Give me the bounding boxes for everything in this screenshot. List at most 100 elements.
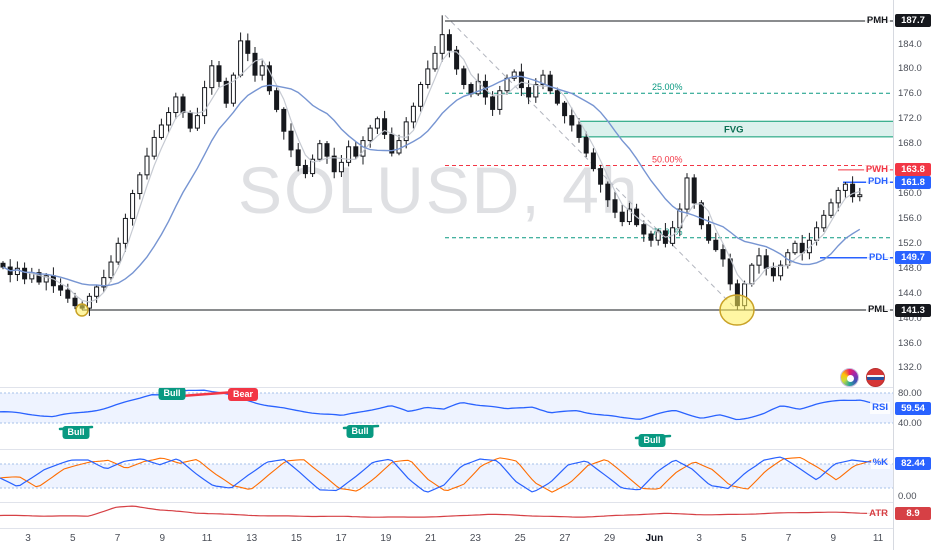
candle-body bbox=[850, 183, 856, 198]
candle-body bbox=[259, 65, 265, 76]
time-label: 17 bbox=[335, 533, 347, 544]
price-axis[interactable]: 184.0 180.0 176.0 172.0 168.0 160.0 156.0 152.0… bbox=[893, 0, 932, 550]
rsi-plot bbox=[0, 389, 893, 440]
time-label: 3 bbox=[25, 533, 31, 544]
candle-body bbox=[14, 267, 20, 276]
time-label: 5 bbox=[69, 533, 76, 544]
candle-body bbox=[432, 52, 438, 70]
candle-body bbox=[43, 275, 49, 283]
candle-body bbox=[648, 233, 654, 241]
candle-body bbox=[590, 152, 596, 170]
rsi-indicator-pane[interactable]: Bull Bull Bear Bull Bull RSI bbox=[0, 387, 893, 449]
bull-signal-label[interactable]: Bull bbox=[158, 387, 186, 400]
level-label-pwh[interactable]: PWH bbox=[863, 163, 890, 176]
candle-body bbox=[814, 227, 820, 241]
candle-body bbox=[310, 158, 316, 175]
atr-indicator-pane[interactable]: ATR bbox=[0, 502, 893, 528]
fvg-zone bbox=[580, 121, 893, 137]
price-badge-pdl: 149.7 bbox=[895, 251, 931, 265]
candle-body bbox=[698, 202, 704, 226]
candle-body bbox=[266, 65, 272, 92]
stochastic-indicator-pane[interactable]: %K bbox=[0, 449, 893, 502]
candle-body bbox=[338, 161, 344, 173]
candle-body bbox=[511, 71, 517, 79]
candle-body bbox=[410, 105, 416, 123]
candle-body bbox=[101, 277, 107, 288]
candle-body bbox=[346, 146, 352, 163]
candle-body bbox=[835, 189, 841, 204]
stoch-k-line bbox=[0, 456, 889, 493]
candle-body bbox=[490, 96, 496, 110]
time-label: 5 bbox=[741, 533, 747, 544]
price-tick: 144.0 bbox=[898, 287, 922, 299]
candle-body bbox=[108, 261, 114, 279]
stoch-band bbox=[0, 464, 893, 488]
candle-body bbox=[547, 74, 553, 92]
pane-divider bbox=[0, 387, 932, 388]
candle-body bbox=[554, 90, 560, 104]
candlestick-series bbox=[0, 15, 863, 316]
time-label: 13 bbox=[246, 533, 258, 544]
candle-body bbox=[130, 193, 136, 219]
time-label: 3 bbox=[696, 533, 702, 544]
rsi-name-label: RSI bbox=[870, 402, 890, 415]
level-label-pml[interactable]: PML bbox=[865, 304, 890, 317]
bear-signal-label[interactable]: Bear bbox=[227, 388, 259, 401]
price-tick: 156.0 bbox=[898, 212, 922, 224]
atr-plot bbox=[0, 505, 889, 518]
swirl-logo-icon bbox=[840, 368, 859, 387]
candle-body bbox=[540, 74, 546, 85]
price-chart-pane[interactable]: SOLUSD, 4h 25.00%50.00%75.00%FVG PMHPWHP… bbox=[0, 0, 893, 387]
stochastic-plot bbox=[0, 456, 893, 493]
price-tick: 168.0 bbox=[898, 138, 922, 150]
price-tick: 132.0 bbox=[898, 362, 922, 374]
candle-body bbox=[331, 155, 337, 173]
candle-body bbox=[252, 52, 258, 76]
price-tick: 172.0 bbox=[898, 113, 922, 125]
candle-body bbox=[36, 272, 42, 283]
candle-body bbox=[583, 136, 589, 154]
candle-body bbox=[173, 96, 179, 114]
pane-divider bbox=[0, 502, 932, 503]
time-label: Jun bbox=[645, 533, 664, 544]
candle-body bbox=[446, 34, 452, 51]
candle-body bbox=[576, 124, 582, 138]
candle-body bbox=[382, 118, 388, 135]
bull-signal-label[interactable]: Bull bbox=[346, 425, 374, 438]
moving-average-line bbox=[2, 75, 861, 287]
time-label: 7 bbox=[785, 533, 792, 544]
time-label: 29 bbox=[604, 533, 616, 544]
bull-signal-label[interactable]: Bull bbox=[62, 426, 90, 439]
atr-name-label: ATR bbox=[867, 507, 890, 520]
level-label-pdl[interactable]: PDL bbox=[867, 251, 890, 264]
bull-signal-label[interactable]: Bull bbox=[638, 434, 666, 447]
level-label-pdh[interactable]: PDH bbox=[865, 176, 890, 189]
candle-body bbox=[238, 40, 244, 76]
candle-body bbox=[504, 77, 510, 92]
candle-body bbox=[115, 242, 121, 263]
rsi-scale-tick: 40.00 bbox=[898, 417, 922, 429]
atr-line bbox=[0, 505, 889, 518]
fvg-label: FVG bbox=[724, 125, 744, 136]
candle-body bbox=[626, 208, 632, 223]
level-label-pmh[interactable]: PMH bbox=[864, 14, 890, 27]
candle-body bbox=[842, 183, 848, 191]
price-tick: 184.0 bbox=[898, 38, 922, 50]
candle-body bbox=[281, 108, 287, 132]
candle-body bbox=[367, 127, 373, 142]
highlight-circle bbox=[719, 294, 755, 326]
candle-body bbox=[569, 115, 575, 126]
fib-level-label: 50.00% bbox=[652, 154, 683, 164]
candle-body bbox=[778, 264, 784, 277]
time-axis[interactable]: 3 5 7 9 11 13 15 17 19 21 23 25 27 29 Jun 3 5 7 9 11 bbox=[0, 528, 893, 550]
candle-body bbox=[454, 49, 460, 70]
candle-body bbox=[770, 267, 776, 277]
candle-body bbox=[641, 224, 647, 235]
candle-body bbox=[137, 174, 143, 195]
price-tick: 136.0 bbox=[898, 337, 922, 349]
candle-body bbox=[828, 202, 834, 216]
candle-body bbox=[684, 177, 690, 210]
candle-body bbox=[274, 90, 280, 110]
candle-body bbox=[144, 155, 150, 176]
highlight-circle bbox=[75, 303, 89, 317]
